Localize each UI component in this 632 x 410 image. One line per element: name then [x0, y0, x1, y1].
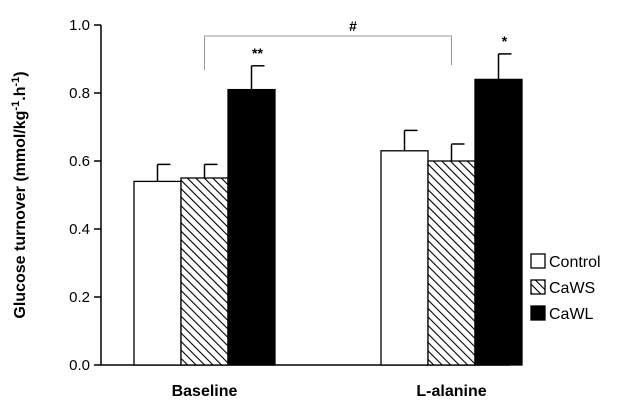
legend-swatch-cawl	[530, 305, 546, 321]
legend-swatch-caws	[530, 279, 546, 295]
bar-cawl-0	[227, 88, 276, 366]
y-tick-label: 0.2	[69, 289, 90, 306]
y-tick-label: 1.0	[69, 17, 90, 34]
y-tick-label: 0.6	[69, 153, 90, 170]
significance-star-label: *	[502, 33, 508, 49]
bar-caws-1	[427, 160, 476, 366]
legend-label-caws: CaWS	[549, 280, 595, 297]
bar-control-0	[133, 180, 182, 366]
y-axis-label: Glucose turnover (mmol/kg-1.h-1)	[10, 71, 29, 318]
bar-cawl-1	[474, 78, 523, 366]
legend-label-control: Control	[549, 254, 601, 271]
significance-bracket	[204, 35, 452, 70]
legend-swatch-control	[530, 253, 546, 269]
bar-caws-0	[180, 177, 229, 366]
legend-label-cawl: CaWL	[549, 306, 594, 323]
x-category-label: Baseline	[172, 383, 238, 400]
x-category-label: L-alanine	[416, 383, 486, 400]
labels: 0.0 0.2 0.4 0.6 0.8 1.0 Glucose turnover (mmol…	[10, 17, 508, 400]
legend: Control CaWS CaWL	[530, 253, 601, 323]
significance-star-label: **	[252, 45, 263, 61]
bars	[133, 53, 523, 366]
bar-control-1	[380, 150, 429, 366]
significance-hash-label: #	[349, 18, 357, 34]
y-tick-label: 0.4	[69, 221, 90, 238]
y-tick-label: 0.8	[69, 85, 90, 102]
y-tick-label: 0.0	[69, 357, 90, 374]
